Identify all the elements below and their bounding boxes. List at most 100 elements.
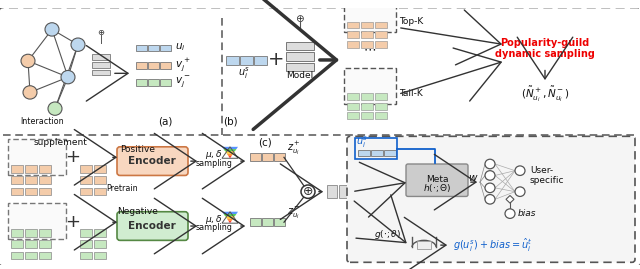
Text: $g(u_i^s) + bias = \hat{u}_i^t$: $g(u_i^s) + bias = \hat{u}_i^t$ (453, 236, 532, 254)
Bar (80, 252, 92, 259)
Bar (375, 103, 387, 109)
Bar (11, 176, 23, 184)
Text: $+$: $+$ (267, 51, 283, 69)
Bar (262, 218, 273, 226)
Circle shape (45, 23, 59, 36)
Bar (136, 45, 147, 51)
Text: $\mu, \delta$: $\mu, \delta$ (205, 148, 223, 161)
Bar (417, 241, 431, 249)
Bar (160, 79, 171, 86)
Circle shape (21, 54, 35, 68)
Bar (80, 229, 92, 236)
Text: $+$: $+$ (65, 213, 81, 231)
Text: Interaction: Interaction (20, 116, 64, 126)
Polygon shape (225, 216, 235, 219)
Polygon shape (225, 151, 235, 154)
FancyBboxPatch shape (344, 68, 396, 104)
Polygon shape (222, 212, 238, 214)
Polygon shape (227, 154, 233, 156)
Polygon shape (223, 149, 236, 151)
Bar (286, 63, 314, 71)
Bar (361, 112, 373, 119)
FancyBboxPatch shape (117, 147, 188, 175)
Text: $v_j^-$: $v_j^-$ (175, 75, 190, 89)
Bar (240, 56, 253, 65)
Text: User-
specific: User- specific (530, 166, 564, 185)
Text: Tail-K: Tail-K (399, 89, 423, 98)
Text: $h(\cdot;\Theta)$: $h(\cdot;\Theta)$ (422, 182, 451, 194)
Text: $g(\cdot;\theta)$: $g(\cdot;\theta)$ (374, 228, 401, 241)
Text: $\oplus$: $\oplus$ (97, 28, 105, 37)
Text: $(\tilde{N}_{u_i}^+, \tilde{N}_{u_i}^-)$: $(\tilde{N}_{u_i}^+, \tilde{N}_{u_i}^-)$ (521, 85, 570, 104)
Text: $u_i$: $u_i$ (175, 42, 186, 54)
Bar (136, 62, 147, 69)
Bar (250, 154, 261, 161)
Bar (25, 176, 37, 184)
Text: $w$: $w$ (468, 173, 478, 183)
Bar (94, 252, 106, 259)
Bar (94, 240, 106, 248)
Bar (39, 229, 51, 236)
Text: $v_j^+$: $v_j^+$ (175, 56, 190, 73)
Bar (339, 185, 349, 198)
Bar (375, 41, 387, 48)
Bar (250, 218, 261, 226)
Circle shape (485, 159, 495, 169)
Circle shape (485, 171, 495, 180)
Bar (94, 229, 106, 236)
Bar (327, 185, 337, 198)
Bar (25, 188, 37, 196)
Bar (148, 45, 159, 51)
Bar (25, 229, 37, 236)
Text: supplement: supplement (33, 137, 87, 147)
Bar (262, 154, 273, 161)
Polygon shape (223, 214, 236, 216)
Bar (160, 62, 171, 69)
Bar (226, 56, 239, 65)
Bar (375, 93, 387, 100)
Text: Encoder: Encoder (128, 156, 176, 166)
Text: Positive: Positive (120, 145, 156, 154)
Bar (92, 69, 110, 75)
Bar (384, 150, 396, 156)
Circle shape (23, 86, 37, 99)
FancyBboxPatch shape (344, 0, 396, 32)
Bar (92, 62, 110, 68)
Bar (361, 31, 373, 38)
Circle shape (48, 102, 62, 115)
Bar (274, 154, 285, 161)
Text: $\oplus$: $\oplus$ (302, 185, 314, 198)
Circle shape (61, 70, 75, 84)
Text: $z_{u_i}^-$: $z_{u_i}^-$ (287, 206, 301, 221)
Polygon shape (228, 221, 232, 223)
Circle shape (71, 38, 85, 51)
Text: $u_i^s$: $u_i^s$ (356, 134, 368, 150)
Bar (25, 240, 37, 248)
Bar (347, 93, 359, 100)
Bar (80, 176, 92, 184)
Circle shape (485, 194, 495, 204)
Bar (39, 165, 51, 173)
Bar (39, 176, 51, 184)
Text: $\oplus$: $\oplus$ (295, 13, 305, 24)
Text: (a): (a) (158, 116, 172, 126)
Bar (361, 41, 373, 48)
Text: $u_i^s$: $u_i^s$ (238, 66, 250, 81)
Bar (80, 188, 92, 196)
Bar (361, 103, 373, 109)
Bar (347, 22, 359, 29)
Bar (94, 165, 106, 173)
Bar (347, 103, 359, 109)
FancyBboxPatch shape (8, 203, 66, 239)
Text: Negative: Negative (118, 207, 159, 216)
Text: $z_{u_i}^+$: $z_{u_i}^+$ (287, 140, 301, 157)
Text: Model: Model (286, 71, 314, 80)
Bar (39, 240, 51, 248)
Bar (136, 79, 147, 86)
Polygon shape (228, 156, 232, 158)
Bar (25, 165, 37, 173)
Bar (274, 218, 285, 226)
Bar (11, 188, 23, 196)
Text: Pretrain: Pretrain (106, 184, 138, 193)
Bar (80, 165, 92, 173)
